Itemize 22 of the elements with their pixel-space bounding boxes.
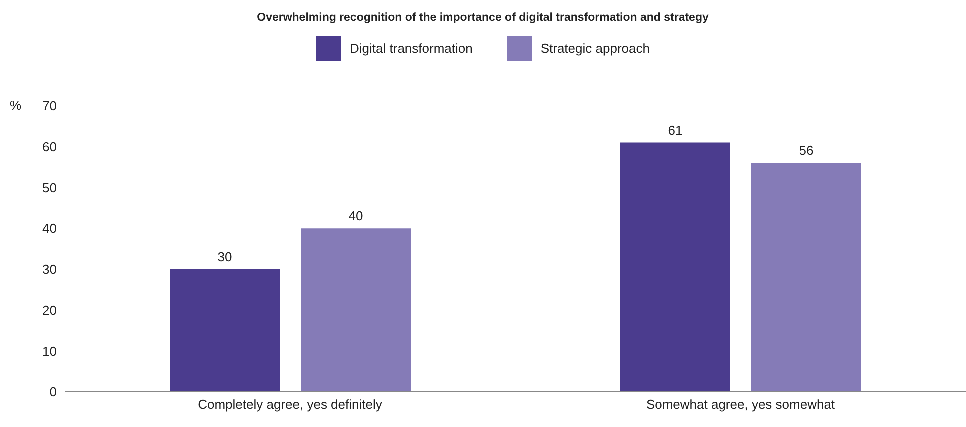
- y-tick-label: 30: [42, 262, 57, 278]
- y-tick-label: 10: [42, 344, 57, 359]
- y-tick-label: 50: [42, 180, 57, 196]
- x-tick-label: Completely agree, yes definitely: [198, 397, 383, 412]
- data-label: 61: [668, 122, 683, 138]
- y-tick-label: 40: [42, 221, 57, 236]
- bar: [170, 269, 280, 392]
- y-tick-label: 20: [42, 302, 57, 318]
- data-label: 30: [218, 249, 232, 264]
- y-tick-label: 60: [42, 139, 57, 154]
- data-label: 56: [799, 143, 814, 158]
- x-tick-label: Somewhat agree, yes somewhat: [646, 397, 836, 412]
- legend-label: Digital transformation: [350, 41, 473, 56]
- bar: [301, 228, 411, 392]
- y-axis-title: %: [10, 98, 22, 113]
- legend-label: Strategic approach: [540, 41, 650, 56]
- y-tick-label: 70: [42, 98, 57, 114]
- y-tick-label: 0: [50, 384, 57, 400]
- chart-title: Overwhelming recognition of the importance of digital transformation and strategy: [256, 11, 710, 24]
- bar: [620, 142, 730, 392]
- bar: [752, 163, 862, 392]
- data-label: 40: [348, 208, 364, 224]
